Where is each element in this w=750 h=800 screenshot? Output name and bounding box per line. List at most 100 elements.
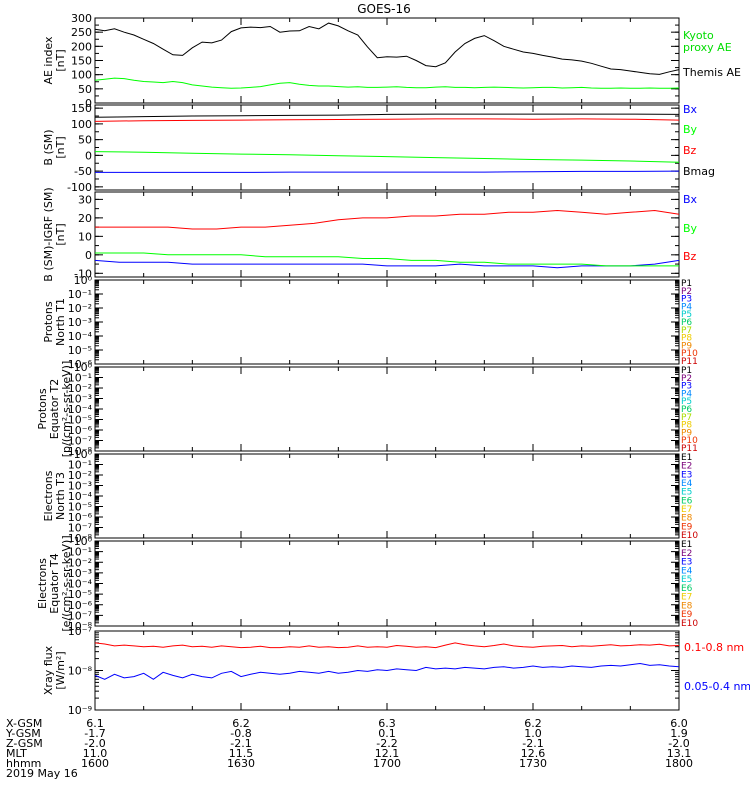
footer-value: 6.0 [670,717,688,730]
y-axis-label: B (SM) [42,129,55,165]
legend-label: P3 [681,382,692,392]
y-tick-label: 100 [71,69,92,82]
y-tick-label: 150 [71,55,92,68]
legend-label: P2 [681,287,692,297]
y-tick-label: -10 [74,267,92,280]
legend-label: E2 [681,549,692,559]
y-tick-label: 10⁻¹ [68,459,92,472]
footer-value: 12.1 [375,747,400,760]
legend-label: By [683,222,698,235]
y-tick-label: 10⁻² [68,382,92,395]
footer-value: 6.2 [232,717,250,730]
y-tick-label: 30 [78,193,92,206]
legend-label: E1 [681,540,692,550]
y-tick-label: 10⁻⁵ [68,501,92,514]
y-tick-label: -100 [67,181,92,194]
y-tick-label: 10⁻⁴ [68,403,93,416]
y-tick-label: 10⁻⁶ [68,424,93,437]
series-line-bx [95,170,680,173]
legend-label: P10 [681,436,698,446]
footer-value: -2.2 [376,737,397,750]
panel-frame [94,453,680,539]
y-tick-label: 10⁻⁶ [68,358,93,371]
legend-label: P6 [681,405,692,415]
legend-label: P5 [681,310,692,320]
panel-frame [94,104,680,191]
legend-label: E8 [681,601,693,611]
legend-label: E1 [681,453,692,463]
y-tick-label: 50 [78,134,92,147]
panel-2: -100 -50 0 50 100 150 B (SM) [nT] Bx By Bz Bmag [42,102,715,194]
series-line-0-1-0-8-nm [94,642,680,649]
legend-label: P9 [681,428,692,438]
legend-label: E3 [681,470,692,480]
footer-value: 6.2 [524,717,542,730]
legend-label: E4 [681,566,693,576]
footer-value: 1730 [519,757,547,770]
series-line-bz [95,209,680,230]
legend-label: P7 [681,326,692,336]
legend-label: Bmag [683,165,715,178]
panel-5: 10⁻⁸10⁻⁷10⁻⁶10⁻⁵10⁻⁴10⁻³10⁻²10⁻¹10⁰Proto… [36,361,698,458]
legend-label: P10 [681,349,698,359]
y-axis-label: North T1 [54,298,67,346]
legend-label: proxy AE [683,41,732,54]
y-tick-label: 100 [71,118,92,131]
footer-value: 1800 [665,757,693,770]
y-tick-label: 10⁰ [74,535,93,548]
legend-label: P8 [681,334,692,344]
y-tick-label: 10⁻⁶ [68,511,93,524]
series-line-bmag [94,113,680,118]
footer-row-label: X-GSM [6,717,42,730]
legend-label: E7 [681,593,692,603]
y-tick-label: 0 [85,249,92,262]
footer-row-label: hhmm [6,757,41,770]
y-tick-label: 10⁻³ [68,316,92,329]
legend-label: P2 [681,374,692,384]
legend-label: E9 [681,610,693,620]
legend-label: E4 [681,479,693,489]
footer-value: -2.1 [522,737,543,750]
y-axis-label: B (SM)-IGRF (SM) [42,187,55,281]
y-tick-label: 10⁻² [68,556,92,569]
y-tick-label: 10⁻⁴ [68,578,93,591]
y-tick-label: 0 [85,97,92,110]
legend-label: E9 [681,522,693,532]
legend-label: P5 [681,397,692,407]
y-tick-label: 10⁻¹ [68,372,92,385]
legend-label: E2 [681,462,692,472]
legend-label: P1 [681,279,692,289]
series-line-kyoto-proxy-ae [94,77,680,89]
series-line-by [94,151,680,163]
legend-label: Bx [683,193,698,206]
series-line-bx [94,259,680,269]
legend-label: E10 [681,619,698,629]
legend-label: E7 [681,505,692,515]
panel-7: 10⁻⁸10⁻⁷10⁻⁶10⁻⁵10⁻⁴10⁻³10⁻²10⁻¹10⁰Elect… [36,535,698,633]
legend-label: Themis AE [682,66,741,79]
y-tick-label: 10⁰ [74,448,93,461]
y-axis-label: Equator T4 [48,553,61,613]
y-tick-label: 10⁻³ [68,567,92,580]
panel-8: 10⁻⁹ 10⁻⁸ 10⁻⁷ Xray flux [W/m²] 0.1-0.8 nm 0.0… [42,625,750,717]
legend-label: P11 [681,357,698,367]
footer-row-label: 2019 May 16 [6,767,78,780]
footer-value: 6.3 [378,717,396,730]
y-axis-label: AE index [42,36,55,85]
panel-frame [94,366,680,452]
footer-row-label: Y-GSM [5,727,41,740]
footer-value: 13.1 [667,747,692,760]
legend-label: E10 [681,531,698,541]
legend-label: P4 [681,302,692,312]
y-tick-label: 10⁻⁸ [68,445,93,458]
y-tick-label: 10⁻⁸ [68,620,93,633]
legend-label: 0.1-0.8 nm [684,641,744,654]
legend-label: P6 [681,318,692,328]
y-tick-label: 10⁻⁷ [68,625,92,638]
y-tick-label: 250 [71,26,92,39]
y-tick-label: 10⁻⁴ [68,490,93,503]
legend-label: By [683,123,698,136]
y-tick-label: -50 [74,165,92,178]
y-tick-label: 10⁻⁷ [68,609,92,622]
